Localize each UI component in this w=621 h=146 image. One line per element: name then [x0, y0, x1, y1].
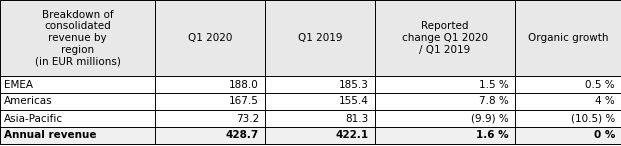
Text: 188.0: 188.0	[229, 80, 259, 89]
Text: 422.1: 422.1	[336, 131, 369, 140]
Bar	[0, 93, 621, 110]
Text: 0 %: 0 %	[594, 131, 615, 140]
Text: Q1 2020: Q1 2020	[188, 33, 232, 43]
Text: 167.5: 167.5	[229, 97, 259, 106]
Text: EMEA: EMEA	[4, 80, 33, 89]
Text: 81.3: 81.3	[346, 113, 369, 124]
Text: Americas: Americas	[4, 97, 53, 106]
Text: 185.3: 185.3	[339, 80, 369, 89]
Bar	[0, 127, 621, 144]
Text: (10.5) %: (10.5) %	[571, 113, 615, 124]
Text: Breakdown of
consolidated
revenue by
region
(in EUR millions): Breakdown of consolidated revenue by reg…	[35, 10, 120, 66]
Text: Organic growth: Organic growth	[528, 33, 608, 43]
Text: 428.7: 428.7	[226, 131, 259, 140]
Text: 1.5 %: 1.5 %	[479, 80, 509, 89]
Text: 73.2: 73.2	[236, 113, 259, 124]
Text: 1.6 %: 1.6 %	[476, 131, 509, 140]
Text: Q1 2019: Q1 2019	[297, 33, 342, 43]
Text: (9.9) %: (9.9) %	[471, 113, 509, 124]
Bar	[0, 0, 621, 76]
Bar	[0, 76, 621, 93]
Text: Asia-Pacific: Asia-Pacific	[4, 113, 63, 124]
Text: 0.5 %: 0.5 %	[586, 80, 615, 89]
Text: Annual revenue: Annual revenue	[4, 131, 96, 140]
Text: 4 %: 4 %	[596, 97, 615, 106]
Text: 155.4: 155.4	[339, 97, 369, 106]
Text: Reported
change Q1 2020
/ Q1 2019: Reported change Q1 2020 / Q1 2019	[402, 21, 488, 55]
Bar	[0, 110, 621, 127]
Text: 7.8 %: 7.8 %	[479, 97, 509, 106]
